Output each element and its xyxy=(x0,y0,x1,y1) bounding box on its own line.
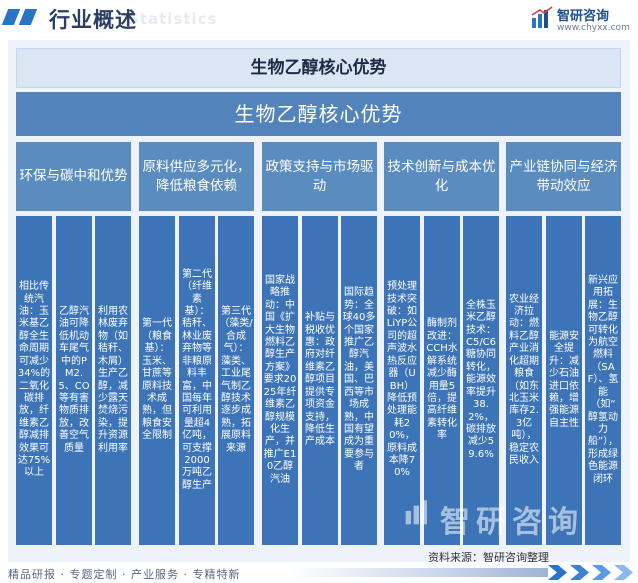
advantage-item: 国际趋势：全球40多个国家推广乙醇汽油，美国、巴西等市场成熟，中国有望成为重要参… xyxy=(341,216,377,545)
footer-arrow-decoration xyxy=(288,568,548,577)
advantage-item: 全株玉米乙醇技术：C5/C6糖协同转化，能源效率提升38.2%，碳排放减少59.… xyxy=(463,216,499,545)
advantage-item: 第二代（纤维素基）：秸秆、林业废弃物等非粮原料丰富，中国每年可利用量超4亿吨，可… xyxy=(179,216,215,545)
brand-logo-icon xyxy=(531,6,553,28)
header-watermark: Statistics xyxy=(128,10,218,28)
advantage-item: 国家战略推动：中国《扩大生物燃料乙醇生产方案》要求2025年纤维素乙醇规模化生产… xyxy=(262,216,298,545)
category-environment: 环保与碳中和优势 xyxy=(16,142,131,211)
brand-name: 智研咨询 xyxy=(557,9,610,24)
brand-url: www.chyxx.com xyxy=(557,23,630,33)
diagram-title: 生物乙醇核心优势 xyxy=(16,48,621,88)
advantage-item: 能源安全提升：减少石油进口依赖，增强能源自主性 xyxy=(546,216,582,545)
core-heading: 生物乙醇核心优势 xyxy=(16,92,621,136)
source-note: 资料来源：智研咨询整理 xyxy=(428,551,549,564)
advantage-item: 第三代（藻类/合成气）：藻类、工业尾气制乙醇技术逐步成熟，拓展原料来源 xyxy=(218,216,254,545)
page-title: 行业概述 xyxy=(49,8,137,32)
advantage-item: 利用农林废弃物（如秸秆、木屑）生产乙醇，减少露天焚烧污染，提升资源利用率 xyxy=(95,216,131,545)
category-technology: 技术创新与成本优化 xyxy=(384,142,499,211)
chevron-right-icon xyxy=(548,565,633,580)
page-header: Statistics 行业概述 智研咨询 www.chyxx.com xyxy=(0,0,638,38)
category-feedstock: 原料供应多元化，降低粮食依赖 xyxy=(139,142,254,211)
category-policy: 政策支持与市场驱动 xyxy=(262,142,377,211)
advantage-item: 补贴与税收优惠：政府对纤维素乙醇项目提供专项资金支持，降低生产成本 xyxy=(302,216,338,545)
advantage-item: 预处理技术突破：如LiYP公司的超声波水热反应器（UBH）降低预处理能耗20%，… xyxy=(384,216,420,545)
advantage-item: 酶制剂改进：CCH水解系统减少酶用量5倍，提高纤维素转化率 xyxy=(424,216,460,545)
watermark-logo-icon xyxy=(405,500,427,525)
footer-services: 精品研报 · 专题定制 · 产业服务 · 专精特新 xyxy=(8,568,241,581)
advantage-item: 新兴应用拓展：生物乙醇可转化为航空燃料（SAF）、氢能（如“醇氢动力船”），形成… xyxy=(585,216,621,545)
category-industry-chain: 产业链协同与经济带动效应 xyxy=(506,142,621,211)
advantages-diagram: 生物乙醇核心优势 生物乙醇核心优势 环保与碳中和优势 原料供应多元化，降低粮食依… xyxy=(8,40,630,564)
advantage-item: 相比传统汽油：玉米基乙醇全生命周期可减少34%的二氧化碳排放，纤维素乙醇减排效果… xyxy=(16,216,52,545)
advantage-item: 第一代（粮食基）：玉米、甘蔗等原料技术成熟，但粮食安全限制 xyxy=(139,216,175,545)
watermark-brand: 智研咨询 xyxy=(440,505,584,540)
advantage-item: 乙醇汽油可降低机动车尾气中的PM2.5、CO等有害物质排放，改善空气质量 xyxy=(56,216,92,545)
advantage-item: 农业经济拉动：燃料乙醇产业消化超期粮食（如东北玉米库存2.3亿吨），稳定农民收入 xyxy=(506,216,542,545)
page-footer: 精品研报 · 专题定制 · 产业服务 · 专精特新 xyxy=(0,562,638,583)
